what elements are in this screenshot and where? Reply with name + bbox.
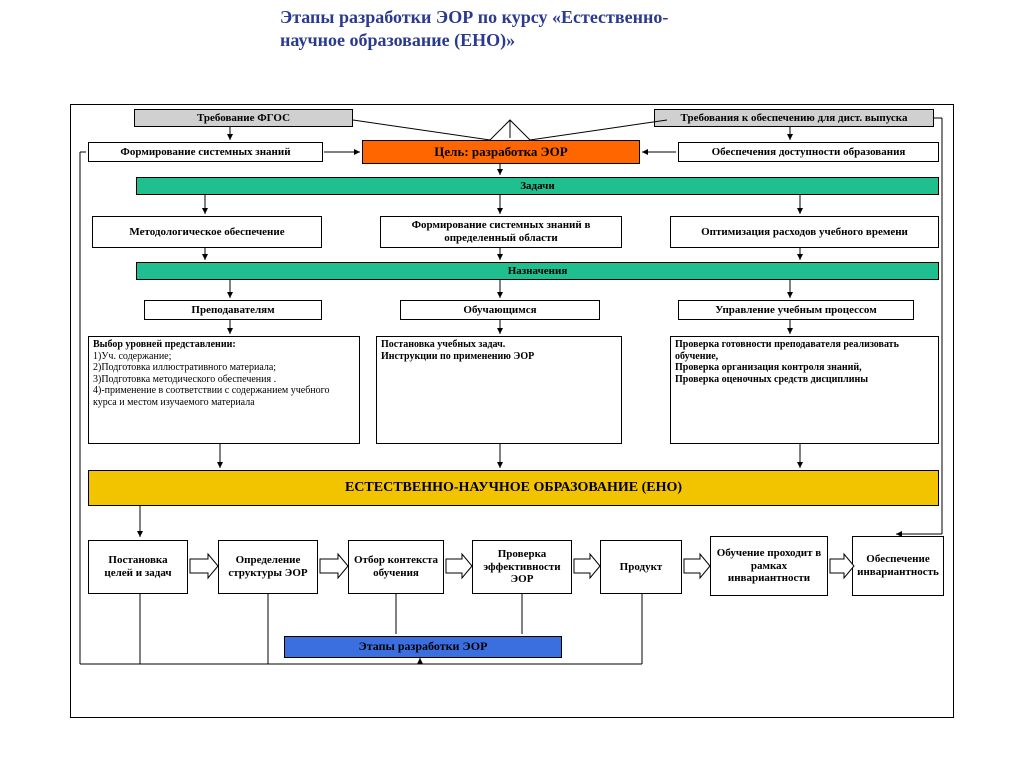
- step-5: Продукт: [600, 540, 682, 594]
- step-7: Обеспечение инвариантность: [852, 536, 944, 596]
- box-optim: Оптимизация расходов учебного времени: [670, 216, 939, 248]
- box-access: Обеспечения доступности образования: [678, 142, 939, 162]
- box-manage: Управление учебным процессом: [678, 300, 914, 320]
- detail-left-i1: 1)Уч. содержание;: [93, 351, 171, 362]
- step-6: Обучение проходит в рамках инвариантност…: [710, 536, 828, 596]
- box-form-sys: Формирование системных знаний: [88, 142, 323, 162]
- bar-stages: Этапы разработки ЭОР: [284, 636, 562, 658]
- detail-left: Выбор уровней представлении: 1)Уч. содер…: [88, 336, 360, 444]
- box-form-area: Формирование системных знаний в определе…: [380, 216, 622, 248]
- detail-right-text: Проверка готовности преподавателя реализ…: [675, 339, 934, 385]
- detail-left-i2: 2)Подготовка иллюстративного материала;: [93, 362, 276, 373]
- step-2: Определение структуры ЭОР: [218, 540, 318, 594]
- box-goal: Цель: разработка ЭОР: [362, 140, 640, 164]
- bar-assign: Назначения: [136, 262, 939, 280]
- box-fgos: Требование ФГОС: [134, 109, 353, 127]
- step-4: Проверка эффективности ЭОР: [472, 540, 572, 594]
- detail-right: Проверка готовности преподавателя реализ…: [670, 336, 939, 444]
- box-teachers: Преподавателям: [144, 300, 322, 320]
- box-method: Методологическое обеспечение: [92, 216, 322, 248]
- detail-left-i3: 3)Подготовка методического обеспечения .: [93, 374, 276, 385]
- box-students: Обучающимся: [400, 300, 600, 320]
- step-3: Отбор контекста обучения: [348, 540, 444, 594]
- box-dist: Требования к обеспечению для дист. выпус…: [654, 109, 934, 127]
- bar-tasks: Задачи: [136, 177, 939, 195]
- detail-center: Постановка учебных задач. Инструкции по …: [376, 336, 622, 444]
- bar-eno: ЕСТЕСТВЕННО-НАУЧНОЕ ОБРАЗОВАНИЕ (ЕНО): [88, 470, 939, 506]
- detail-center-text: Постановка учебных задач. Инструкции по …: [381, 339, 534, 362]
- page-title: Этапы разработки ЭОР по курсу «Естествен…: [280, 6, 720, 51]
- step-1: Постановка целей и задач: [88, 540, 188, 594]
- detail-left-i4: 4)-применение в соответствии с содержани…: [93, 385, 329, 408]
- detail-left-title: Выбор уровней представлении:: [93, 339, 236, 350]
